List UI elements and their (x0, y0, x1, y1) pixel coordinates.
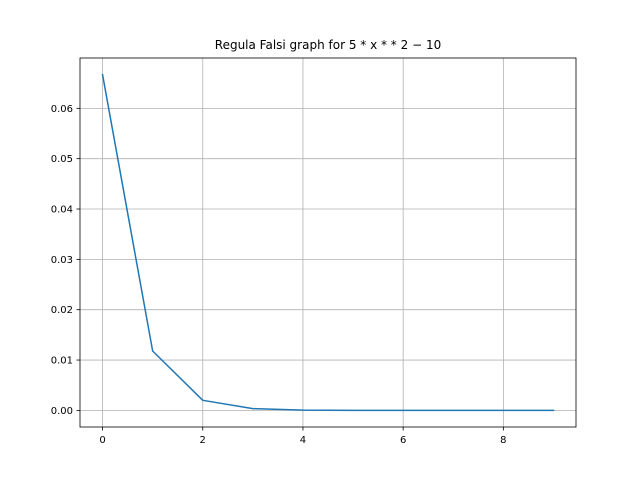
x-tick-label: 0 (99, 435, 105, 446)
x-tick-label: 4 (300, 435, 306, 446)
series-line (101, 73, 555, 412)
x-tick-label: 6 (400, 435, 406, 446)
x-tick-label: 2 (200, 435, 206, 446)
y-axis-ticks: 0.00 0.01 0.02 0.03 0.04 0.05 0.06 (51, 104, 80, 417)
y-tick-label: 0.06 (51, 104, 73, 115)
x-axis-ticks: 0 2 4 6 8 (99, 427, 507, 446)
y-tick-label: 0.05 (51, 154, 73, 165)
y-tick-label: 0.01 (51, 356, 73, 367)
y-tick-label: 0.00 (51, 406, 73, 417)
y-tick-label: 0.04 (51, 205, 73, 216)
x-tick-label: 8 (500, 435, 506, 446)
plot-frame (79, 57, 577, 428)
y-tick-label: 0.03 (51, 255, 73, 266)
chart-title: Regula Falsi graph for 5 * x * * 2 − 10 (215, 38, 441, 52)
series-layer (101, 73, 555, 412)
y-tick-label: 0.02 (51, 305, 73, 316)
